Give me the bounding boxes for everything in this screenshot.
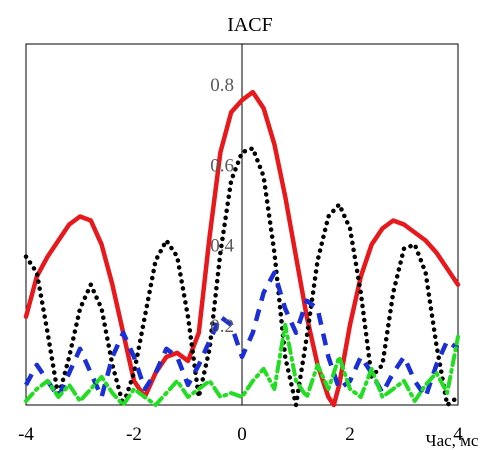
y-tick-labels: 0.2 0.4 0.6 0.8 xyxy=(210,75,234,337)
x-tick-label: 0 xyxy=(237,424,247,445)
series-layer xyxy=(23,89,461,408)
x-tick-label: 4 xyxy=(453,424,463,445)
y-tick-label: 0.4 xyxy=(210,236,234,257)
series-line-solid xyxy=(23,89,461,408)
x-tick-labels: -4 -2 0 2 4 xyxy=(18,424,463,445)
series-line-dashdot xyxy=(24,322,460,407)
x-tick-label: -4 xyxy=(18,424,34,445)
series-line-dashed xyxy=(24,270,460,400)
x-tick-label: 2 xyxy=(345,424,355,445)
y-tick-label: 0.6 xyxy=(210,155,234,176)
chart-title: IACF xyxy=(227,14,273,36)
series-line-dotted xyxy=(23,146,461,408)
y-tick-label: 0.8 xyxy=(210,75,234,96)
x-tick-label: -2 xyxy=(126,424,142,445)
y-tick-label: 0.2 xyxy=(210,316,234,337)
x-axis-label: Час, мс xyxy=(426,431,479,450)
